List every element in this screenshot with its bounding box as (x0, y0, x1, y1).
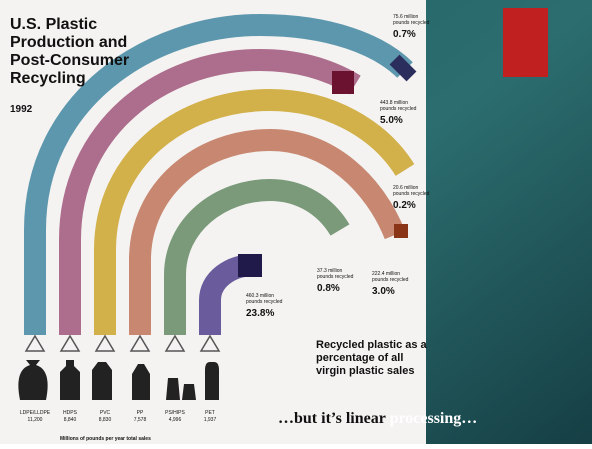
caption: …but it’s linear processing… (278, 410, 477, 427)
tube-amount: pounds recycled (317, 274, 354, 280)
footnote: Millions of pounds per year total sales (60, 436, 151, 442)
tube-amount: 20.6 million (393, 185, 419, 191)
tube-percent: 3.0% (372, 286, 395, 297)
tube-amount: 222.4 million (372, 271, 400, 277)
tube (24, 13, 413, 335)
resin-sales: 4,996 (169, 417, 182, 423)
title-line: Post-Consumer (10, 52, 129, 69)
tube-amount: 443.8 million (380, 100, 408, 106)
tube-amount: 75.6 million (393, 14, 419, 20)
accent-block (503, 8, 548, 77)
tube (164, 178, 350, 335)
tube (94, 88, 415, 335)
tube-amount: pounds recycled (380, 106, 417, 112)
resin-name: PS/HIPS (165, 410, 185, 416)
tube (129, 128, 406, 335)
resin-sales: 11,200 (28, 417, 43, 423)
tube-amount: pounds recycled (246, 299, 283, 305)
resin-name: PVC (100, 410, 111, 416)
tube (59, 48, 361, 335)
resin-name: LDPE/LLDPE (20, 410, 51, 416)
tube-amount: pounds recycled (393, 20, 430, 26)
resin-sales: 7,578 (134, 417, 147, 423)
tube-percent: 0.7% (393, 29, 416, 40)
caption-part: …but it’s linear (278, 410, 390, 427)
tube-percent: 0.2% (393, 200, 416, 211)
resin-sales: 1,937 (204, 417, 217, 423)
title-line: Production and (10, 34, 127, 51)
cap (332, 71, 354, 94)
cap (238, 254, 262, 277)
tube-percent: 23.8% (246, 308, 274, 319)
resin-sales: 8,830 (99, 417, 112, 423)
resin-name: PP (137, 410, 144, 416)
title-line: Recycling (10, 70, 86, 87)
tube-amount: pounds recycled (393, 191, 430, 197)
legend-line: percentage of all (316, 352, 403, 364)
tube-percent: 0.8% (317, 283, 340, 294)
tube-percent: 5.0% (380, 115, 403, 126)
title-line: U.S. Plastic (10, 16, 97, 33)
recycled-caps (238, 54, 417, 277)
caption-part: processing… (390, 410, 478, 427)
legend-line: virgin plastic sales (316, 365, 414, 377)
recycle-triangles (24, 334, 221, 352)
resin-name: PET (205, 410, 215, 416)
resin-name: HDPS (63, 410, 78, 416)
containers (18, 360, 219, 400)
tubes (24, 13, 415, 335)
resin-sales: 8,840 (64, 417, 77, 423)
cap (394, 224, 408, 238)
legend-line: Recycled plastic as a (316, 339, 428, 351)
year: 1992 (10, 104, 33, 115)
tube-amount: 460.3 million (246, 293, 274, 299)
cap (389, 54, 417, 82)
tube-amount: 37.3 million (317, 268, 343, 274)
tube-amount: pounds recycled (372, 277, 409, 283)
